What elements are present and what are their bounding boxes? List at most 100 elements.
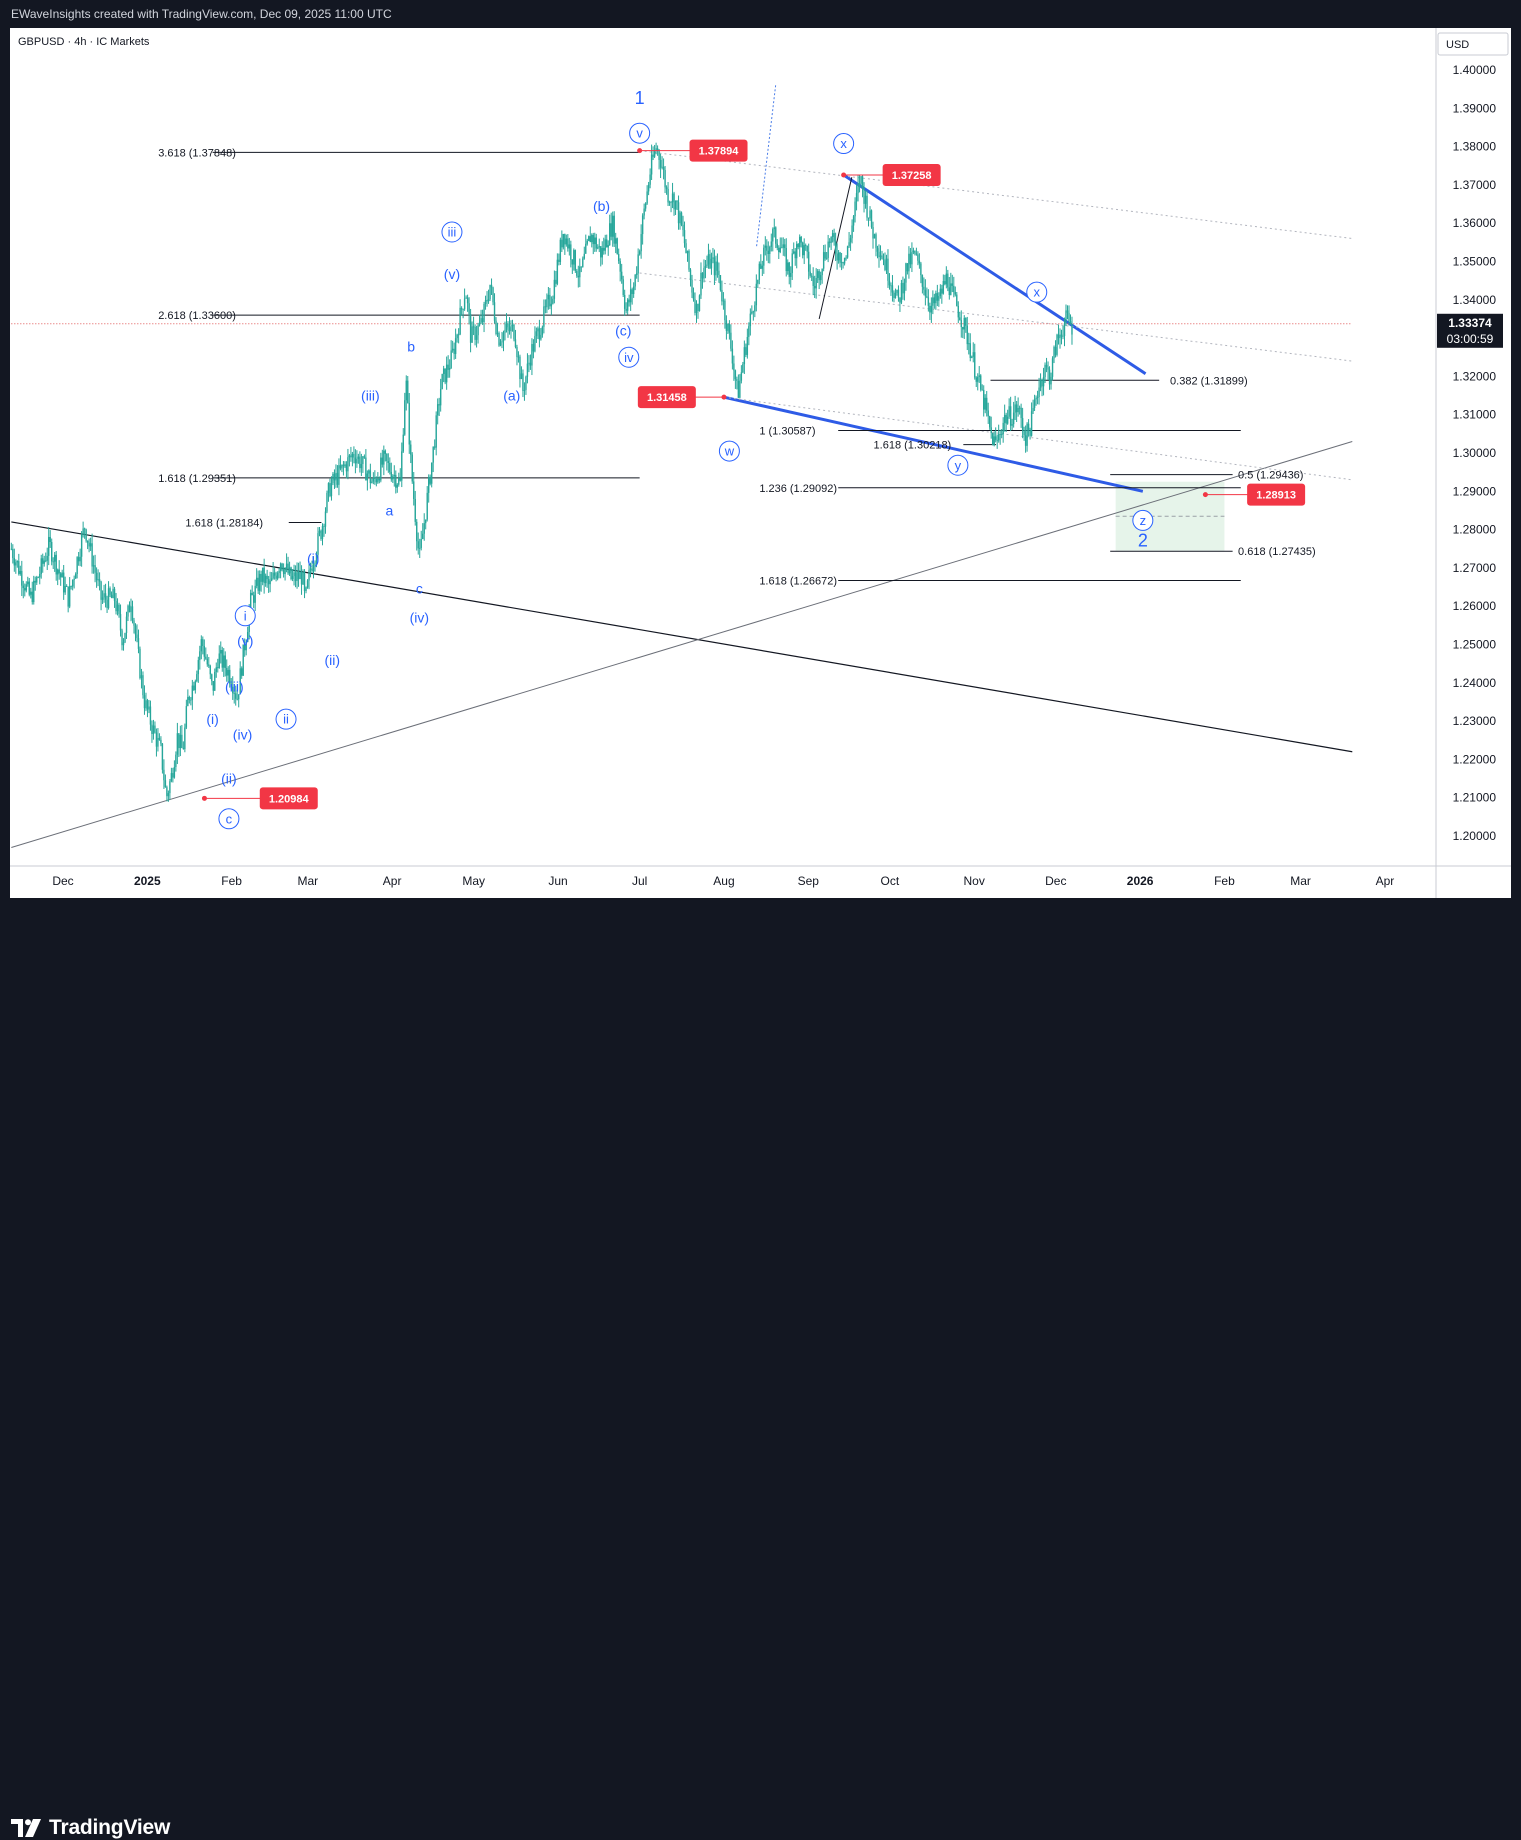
candle-body: [270, 578, 273, 581]
trendline-black[interactable]: [11, 521, 1353, 753]
price-axis-panel[interactable]: [1436, 28, 1511, 898]
trendline-dotted[interactable]: [723, 396, 1353, 481]
trendline-gray[interactable]: [11, 441, 1353, 848]
candle-body: [522, 373, 524, 391]
candle-body: [845, 257, 847, 259]
candle-body: [442, 368, 445, 375]
candle-body: [318, 530, 321, 534]
candle-body: [1053, 346, 1055, 359]
price-badge[interactable]: [1247, 483, 1306, 506]
price-badge[interactable]: [882, 164, 941, 187]
trendline-blue[interactable]: [723, 395, 1144, 493]
currency-box[interactable]: [1437, 32, 1509, 56]
candle-body: [709, 254, 711, 269]
candle-body: [674, 200, 677, 210]
candle-body: [360, 463, 363, 469]
price-badge[interactable]: [259, 787, 318, 810]
candle-body: [175, 754, 177, 767]
chart-frame[interactable]: 3.618 (1.37848) 2.618 (1.33600) 1.618 (1.2…: [10, 28, 1511, 898]
candle-body: [445, 364, 448, 383]
candle-body: [276, 573, 279, 579]
candle-body: [51, 542, 53, 562]
candle-body: [1011, 424, 1013, 426]
candle-body: [731, 348, 734, 364]
candle-body: [275, 575, 277, 579]
candle-body: [532, 344, 535, 352]
wave-label-circle: [275, 708, 297, 730]
candle-body: [1045, 364, 1048, 368]
candle-body: [1065, 310, 1067, 324]
candle-body: [1057, 334, 1060, 339]
price-tick-label: 1.36000: [1453, 216, 1497, 230]
candle-body: [393, 474, 395, 477]
candle-body: [97, 579, 99, 581]
candle-body: [323, 526, 325, 527]
candle-body: [311, 568, 313, 572]
wave-label: iii: [448, 225, 457, 240]
tradingview-brand[interactable]: TradingView: [11, 1816, 170, 1840]
candle-body: [585, 243, 587, 254]
fib-level-label: 1 (1.30587): [759, 426, 815, 438]
candle-body: [214, 671, 216, 691]
candle-body: [115, 600, 117, 612]
candle-body: [245, 641, 247, 651]
candle-body: [665, 187, 668, 189]
trendline-blue[interactable]: [842, 173, 1147, 375]
candle-body: [308, 570, 310, 581]
candle-body: [27, 581, 29, 585]
last-price-value: 1.33374: [1448, 316, 1492, 330]
wave-label: x: [840, 136, 847, 151]
candle-body: [606, 239, 608, 248]
candle-body: [848, 242, 850, 247]
candle-body: [769, 246, 771, 255]
time-tick-label: Aug: [713, 874, 734, 888]
candle-body: [435, 415, 437, 448]
candle-body: [73, 578, 75, 580]
candle-body: [1047, 367, 1049, 370]
candle-body: [790, 273, 792, 277]
wave-label: w: [724, 444, 735, 459]
price-chart[interactable]: 3.618 (1.37848) 2.618 (1.33600) 1.618 (1.2…: [10, 28, 1511, 898]
wave-label-circle: [1132, 509, 1154, 531]
candle-body: [986, 397, 988, 411]
wave-label-circle: [441, 221, 463, 243]
candle-body: [980, 375, 982, 390]
candle-body: [502, 332, 505, 342]
candle-body: [163, 769, 165, 781]
candle-body: [317, 533, 319, 555]
time-tick-label: Nov: [964, 874, 985, 888]
candle-body: [1029, 429, 1031, 436]
candle-body: [936, 293, 939, 301]
candle-body: [787, 262, 789, 272]
candle-body: [206, 658, 208, 665]
fib-level-label: 0.618 (1.27435): [1238, 546, 1316, 558]
wave-label: y: [955, 458, 962, 473]
wave-label: (i): [206, 711, 218, 727]
candle-body: [341, 464, 343, 469]
trendline-blue-dotted[interactable]: [756, 85, 777, 247]
candle-body: [386, 453, 388, 462]
candle-body: [56, 569, 59, 575]
candle-body: [266, 575, 268, 580]
candle-body: [246, 632, 249, 642]
candle-body: [604, 239, 606, 251]
candle-body: [89, 543, 92, 547]
candle-body: [873, 234, 876, 239]
wave-label-circle: [833, 133, 855, 155]
price-badge[interactable]: [637, 386, 696, 409]
candle-body: [948, 287, 951, 296]
price-badge[interactable]: [689, 139, 748, 162]
candle-body: [878, 251, 880, 258]
candle-body: [327, 483, 330, 493]
candle-body: [432, 446, 434, 463]
candle-body: [353, 453, 355, 458]
candle-body: [991, 433, 994, 446]
candle-body: [1063, 323, 1066, 337]
candle-body: [285, 563, 288, 568]
candle-body: [291, 576, 294, 580]
candle-body: [737, 380, 740, 398]
candle-body: [381, 457, 384, 465]
time-axis[interactable]: Dec 2025 Feb Mar Apr May Jun Jul Aug Sep Oct Nov Dec…: [52, 874, 1394, 888]
candle-body: [131, 606, 134, 621]
candle-body: [199, 651, 201, 661]
